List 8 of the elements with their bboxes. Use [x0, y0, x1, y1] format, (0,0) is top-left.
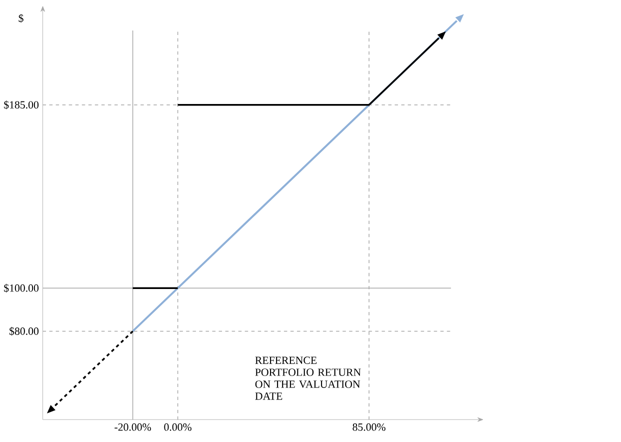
y-axis-title: $ — [18, 14, 24, 23]
x-tick-label: 0.00% — [164, 424, 192, 432]
x-axis-title: REFERENCE PORTFOLIO RETURN ON THE VALUATION DATE — [255, 356, 361, 400]
x-tick-label: -20.00% — [114, 424, 151, 432]
y-tick-label: $80.00 — [10, 327, 39, 336]
y-tick-label: $185.00 — [4, 100, 39, 110]
x-tick-label: 85.00% — [352, 424, 386, 432]
y-tick-label: $100.00 — [4, 284, 39, 293]
